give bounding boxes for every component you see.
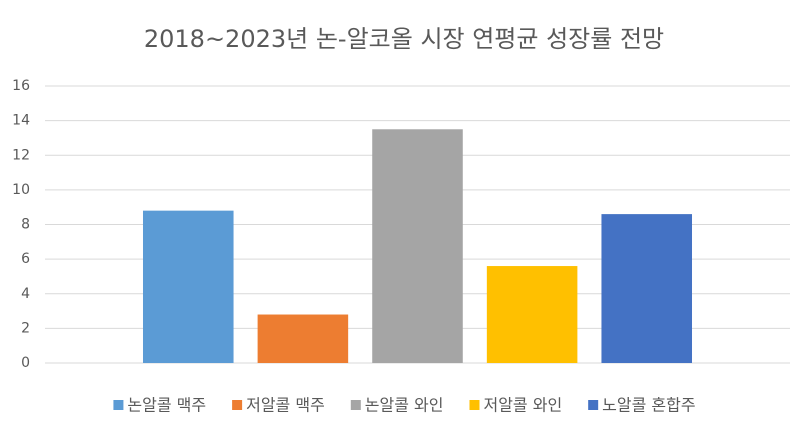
y-tick-label: 14 [12,113,30,129]
y-tick-label: 10 [12,182,30,198]
y-tick-label: 8 [21,217,30,233]
bar [142,210,234,363]
y-tick-label: 12 [12,147,30,163]
bar [372,129,463,363]
legend-label: 저알콜 와인 [483,396,562,415]
y-tick-label: 4 [21,286,30,302]
y-tick-label: 2 [21,320,30,336]
legend-swatch [232,400,243,410]
legend-swatch [469,400,480,410]
legend-label: 저알콜 맥주 [246,396,325,415]
chart-title: 2018~2023년 논-알코올 시장 연평균 성장률 전망 [144,25,664,53]
legend-label: 논알콜 와인 [365,396,444,415]
legend-label: 노알콜 혼합주 [602,396,695,415]
bar [601,214,693,363]
legend-swatch [350,400,361,410]
bar [486,266,578,363]
legend-label: 논알콜 맥주 [127,396,206,415]
legend-swatch [113,400,124,410]
y-tick-label: 16 [12,78,30,94]
y-tick-label: 6 [21,251,30,267]
bar [257,314,349,363]
y-tick-label: 0 [21,355,30,371]
legend-swatch [588,400,599,410]
